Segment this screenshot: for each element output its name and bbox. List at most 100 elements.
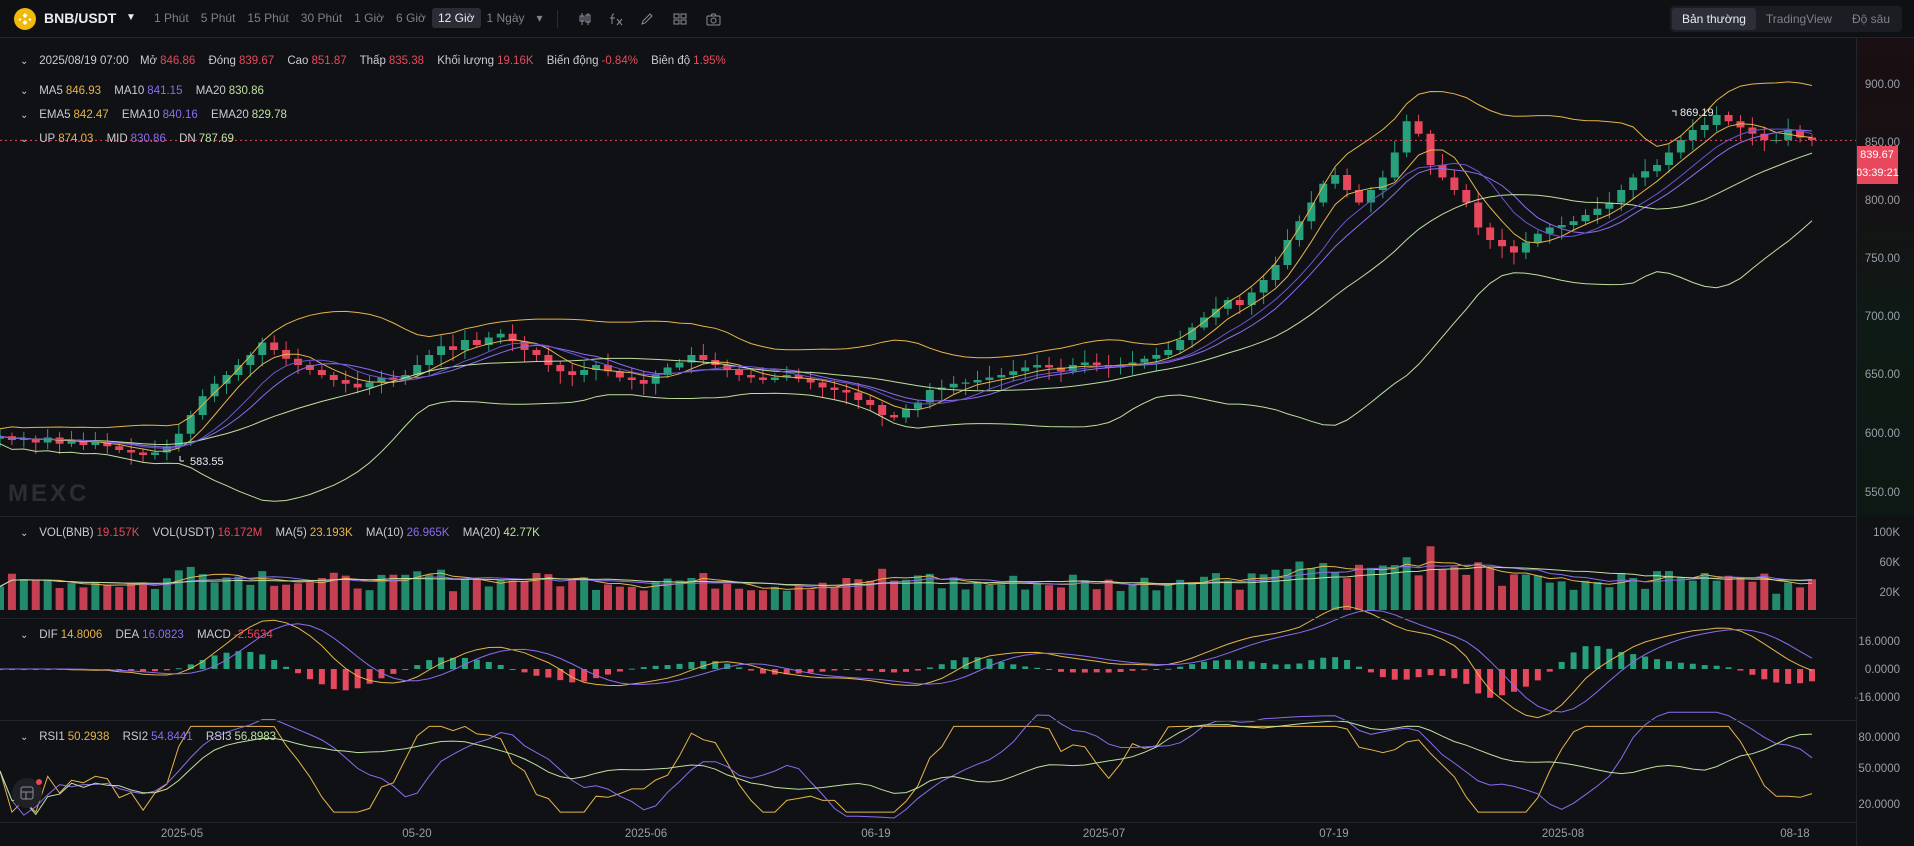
drawing-pencil-icon[interactable]	[637, 9, 657, 29]
collapse-chevron-icon[interactable]: ⌄	[20, 732, 29, 743]
candle-body	[687, 355, 696, 363]
macd-histogram-bar	[819, 669, 826, 672]
volume-bar	[1617, 572, 1626, 610]
layout-settings-icon[interactable]	[670, 9, 690, 29]
screenshot-camera-icon[interactable]	[703, 9, 723, 29]
pane-divider[interactable]	[0, 618, 1856, 619]
collapse-chevron-icon[interactable]: ⌄	[20, 630, 29, 641]
candle-body	[1009, 371, 1018, 375]
interval-1d[interactable]: 1 Ngày	[486, 11, 525, 25]
macd-histogram-bar	[318, 669, 325, 685]
volume-bar	[1021, 589, 1030, 610]
indicators-fx-icon[interactable]	[606, 9, 626, 29]
notification-dot	[36, 779, 42, 785]
macd-histogram-bar	[509, 669, 516, 670]
macd-histogram-bar	[1642, 656, 1649, 669]
change-label: Biến động	[546, 55, 599, 67]
volume-bar	[699, 573, 708, 610]
macd-histogram-bar	[1654, 659, 1661, 669]
symbol-dropdown-caret-icon[interactable]: ▼	[126, 12, 136, 23]
candle-body	[890, 415, 899, 418]
macd-histogram-bar	[32, 669, 39, 670]
candle-body	[79, 440, 88, 445]
date-axis-tick: 06-19	[861, 828, 891, 840]
volume-bar	[663, 578, 672, 610]
candle-body	[1176, 340, 1185, 350]
macd-histogram-bar	[1105, 669, 1112, 673]
candle-body	[1021, 367, 1030, 372]
macd-histogram-bar	[1046, 669, 1053, 670]
interval-more-caret-icon[interactable]: ▾	[536, 11, 543, 25]
collapse-chevron-icon[interactable]: ⌄	[20, 110, 29, 121]
price-axis-tick: 700.00	[1864, 311, 1900, 323]
candle-type-icon[interactable]	[575, 9, 595, 29]
price-axis-tick: 750.00	[1864, 253, 1900, 265]
volume-bar	[1152, 590, 1161, 610]
pane-divider[interactable]	[0, 720, 1856, 721]
candle-body	[735, 370, 744, 375]
volume-bar	[43, 580, 52, 610]
interval-15m[interactable]: 15 Phút	[247, 11, 289, 25]
volume-bar	[425, 574, 434, 610]
volume-bar	[1104, 579, 1113, 610]
macd-histogram-bar	[1320, 657, 1327, 669]
interval-12h[interactable]: 12 Giờ	[431, 8, 481, 28]
pane-divider[interactable]	[0, 516, 1856, 517]
volume-bar	[747, 590, 756, 610]
volume-bar	[317, 578, 326, 610]
macd-histogram-bar	[438, 657, 445, 669]
volume-bar	[1509, 574, 1518, 610]
interval-1h[interactable]: 1 Giờ	[354, 11, 385, 25]
candle-body	[413, 365, 422, 375]
macd-histogram-bar	[92, 669, 99, 670]
collapse-chevron-icon[interactable]: ⌄	[20, 86, 29, 97]
rsi3-label: RSI3	[205, 731, 232, 743]
volume-bar	[1259, 574, 1268, 610]
volume-bar	[1355, 564, 1363, 610]
candle-body	[902, 408, 910, 418]
macd-histogram-bar	[1701, 665, 1708, 669]
volume-bar	[1629, 578, 1638, 610]
candle-body	[1617, 190, 1626, 203]
interval-6h[interactable]: 6 Giờ	[396, 11, 426, 25]
volume-bar	[294, 583, 303, 610]
view-tradingview[interactable]: TradingView	[1765, 12, 1832, 26]
collapse-chevron-icon[interactable]: ⌄	[20, 528, 29, 539]
volume-bar	[1533, 575, 1542, 610]
candle-body	[1569, 221, 1578, 225]
volume-bar	[508, 580, 517, 610]
interval-1m[interactable]: 1 Phút	[154, 11, 189, 25]
price-axis-tick: 600.00	[1864, 428, 1900, 440]
candle-body	[1509, 246, 1518, 253]
interval-30m[interactable]: 30 Phút	[300, 11, 343, 25]
vol-legend: ⌄ VOL(BNB) 19.157K VOL(USDT) 16.172M MA(5)…	[20, 527, 550, 539]
amplitude-label: Biên độ	[651, 55, 691, 67]
symbol-name[interactable]: BNB/USDT	[44, 10, 117, 26]
ma20-label: MA20	[195, 85, 226, 97]
candle-body	[1486, 227, 1495, 240]
volume-bar	[1760, 573, 1769, 610]
volume-bar	[580, 577, 589, 610]
volume-bar	[162, 578, 171, 610]
collapse-chevron-icon[interactable]: ⌄	[20, 56, 29, 67]
candle-body	[1152, 355, 1161, 359]
macd-histogram-bar	[1522, 669, 1529, 687]
candle-body	[449, 346, 457, 350]
boll-up-label: UP	[39, 133, 56, 145]
view-depth[interactable]: Độ sâu	[1851, 12, 1890, 26]
volume-bar	[568, 579, 577, 610]
volume-bar	[150, 588, 159, 610]
view-standard[interactable]: Bản thường	[1671, 8, 1756, 30]
volume-bar	[866, 580, 875, 610]
high-label: Cao	[287, 55, 309, 67]
macd-histogram-bar	[831, 669, 838, 671]
interval-5m[interactable]: 5 Phút	[200, 11, 236, 25]
candle-body	[1676, 140, 1685, 153]
layout-icon	[20, 786, 34, 800]
macd-histogram-bar	[664, 665, 671, 669]
macd-histogram-bar	[342, 669, 349, 691]
candle-body	[115, 446, 124, 450]
candle-body	[437, 346, 446, 355]
candle-body	[1581, 215, 1590, 222]
collapse-chevron-icon[interactable]: ⌄	[20, 134, 29, 145]
